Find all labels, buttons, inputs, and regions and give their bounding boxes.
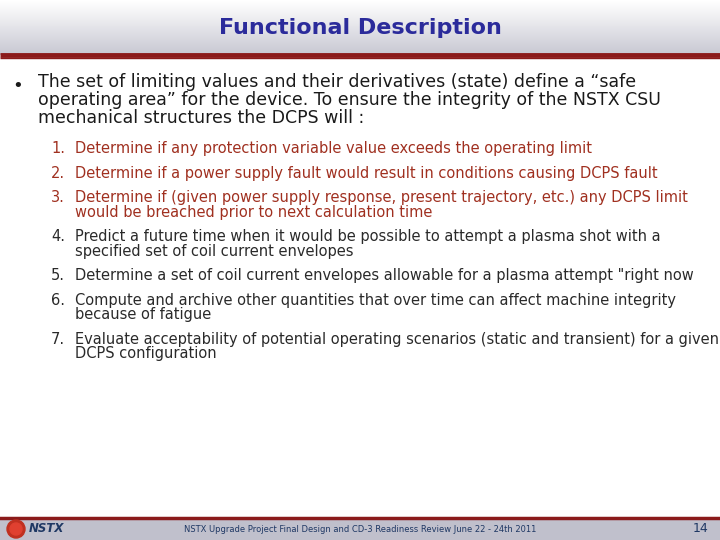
Text: •: • (13, 77, 23, 95)
Bar (0, 44, 720, 45)
Text: Determine a set of coil current envelopes allowable for a plasma attempt "right : Determine a set of coil current envelope… (75, 268, 694, 284)
Bar (0, 18, 720, 19)
Bar (0, 33, 720, 34)
Bar (0, 4, 720, 5)
Bar (0, 21, 720, 22)
Bar (0, 46, 720, 47)
Bar (0, 38, 720, 39)
Text: Functional Description: Functional Description (219, 17, 501, 37)
Text: Compute and archive other quantities that over time can affect machine integrity: Compute and archive other quantities tha… (75, 293, 676, 308)
Bar (0, 28, 720, 29)
Bar (0, 17, 720, 18)
Bar (0, 10, 720, 11)
Text: operating area” for the device. To ensure the integrity of the NSTX CSU: operating area” for the device. To ensur… (38, 91, 661, 109)
Bar (0, 1, 720, 2)
Bar (0, 26, 720, 27)
Bar (0, 54, 720, 55)
Text: 4.: 4. (51, 230, 65, 244)
Text: 7.: 7. (51, 332, 65, 347)
Text: 2.: 2. (51, 166, 65, 181)
Text: Predict a future time when it would be possible to attempt a plasma shot with a: Predict a future time when it would be p… (75, 230, 661, 244)
Bar (0, 12, 720, 13)
Bar (0, 53, 720, 54)
Bar (0, 2, 720, 3)
Text: 6.: 6. (51, 293, 65, 308)
Text: 14: 14 (692, 523, 708, 536)
Circle shape (10, 523, 22, 535)
Bar (0, 6, 720, 7)
Text: 1.: 1. (51, 141, 65, 157)
Bar (0, 31, 720, 32)
Text: mechanical structures the DCPS will :: mechanical structures the DCPS will : (38, 109, 364, 127)
Circle shape (7, 520, 25, 538)
Bar (0, 11, 720, 12)
Bar (0, 5, 720, 6)
Text: NSTX Upgrade Project Final Design and CD-3 Readiness Review June 22 - 24th 2011: NSTX Upgrade Project Final Design and CD… (184, 524, 536, 534)
Bar (0, 41, 720, 42)
Bar (0, 3, 720, 4)
Text: specified set of coil current envelopes: specified set of coil current envelopes (75, 244, 354, 259)
Bar (0, 37, 720, 38)
Bar (0, 14, 720, 15)
Bar (0, 29, 720, 30)
Bar (0, 49, 720, 50)
Bar (0, 24, 720, 25)
Text: Evaluate acceptability of potential operating scenarios (static and transient) f: Evaluate acceptability of potential oper… (75, 332, 719, 347)
Bar (0, 42, 720, 43)
Bar (0, 40, 720, 41)
Bar (0, 8, 720, 9)
Bar (0, 19, 720, 20)
Text: because of fatigue: because of fatigue (75, 307, 211, 322)
Text: Determine if a power supply fault would result in conditions causing DCPS fault: Determine if a power supply fault would … (75, 166, 657, 181)
Bar (0, 45, 720, 46)
Bar (0, 48, 720, 49)
Bar (0, 30, 720, 31)
Text: 5.: 5. (51, 268, 65, 284)
Bar (0, 36, 720, 37)
Bar (0, 23, 720, 24)
Text: would be breached prior to next calculation time: would be breached prior to next calculat… (75, 205, 433, 220)
Bar (0, 0, 720, 1)
Bar (0, 52, 720, 53)
Bar (0, 35, 720, 36)
Bar (0, 47, 720, 48)
Bar (0, 20, 720, 21)
Bar (0, 518, 720, 540)
Bar (0, 34, 720, 35)
Bar (0, 51, 720, 52)
Text: Determine if (given power supply response, present trajectory, etc.) any DCPS li: Determine if (given power supply respons… (75, 191, 688, 205)
Bar (0, 7, 720, 8)
Bar (0, 50, 720, 51)
Text: NSTX: NSTX (29, 523, 64, 536)
Bar (0, 13, 720, 14)
Text: Determine if any protection variable value exceeds the operating limit: Determine if any protection variable val… (75, 141, 592, 157)
Text: DCPS configuration: DCPS configuration (75, 346, 217, 361)
Bar (0, 9, 720, 10)
Text: 3.: 3. (51, 191, 65, 205)
Bar (0, 27, 720, 28)
Text: The set of limiting values and their derivatives (state) define a “safe: The set of limiting values and their der… (38, 73, 636, 91)
Bar (0, 16, 720, 17)
Bar (0, 39, 720, 40)
Bar (0, 55, 720, 518)
Bar (0, 32, 720, 33)
Bar (0, 43, 720, 44)
Bar (0, 25, 720, 26)
Bar (0, 15, 720, 16)
Bar (0, 22, 720, 23)
